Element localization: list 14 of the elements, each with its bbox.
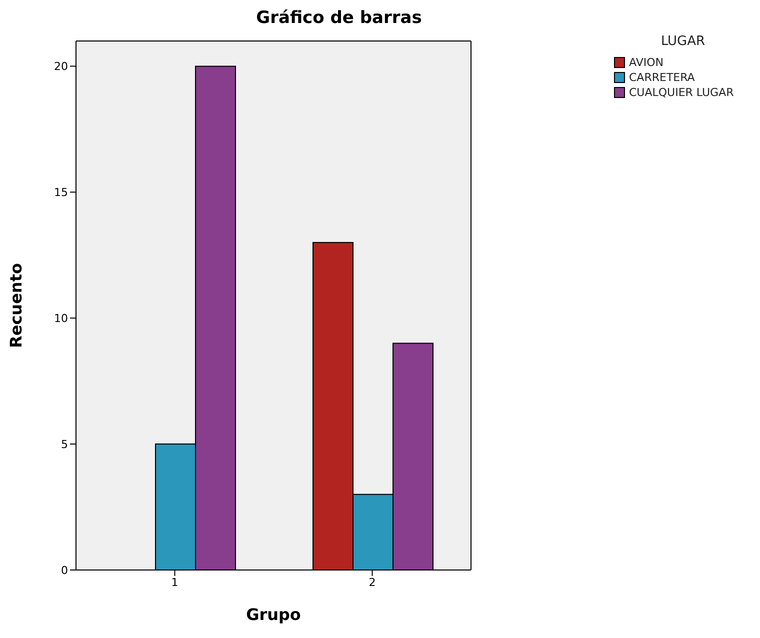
legend-label: CARRETERA xyxy=(629,71,695,84)
legend-title: LUGAR xyxy=(660,34,706,49)
x-tick-label: 1 xyxy=(171,576,178,589)
legend-label: AVION xyxy=(629,56,664,69)
y-tick-label: 10 xyxy=(54,312,68,325)
x-axis-title: Grupo xyxy=(246,605,301,624)
y-tick-label: 0 xyxy=(61,564,68,577)
y-axis-title: Recuento xyxy=(6,263,26,348)
legend-label: CUALQUIER LUGAR xyxy=(629,86,734,99)
y-tick-label: 5 xyxy=(61,438,68,451)
y-tick-label: 20 xyxy=(54,60,68,74)
chart-title: Gráfico de barras xyxy=(255,8,423,30)
y-tick-label: 15 xyxy=(54,186,68,200)
x-tick-label: 2 xyxy=(368,576,376,589)
